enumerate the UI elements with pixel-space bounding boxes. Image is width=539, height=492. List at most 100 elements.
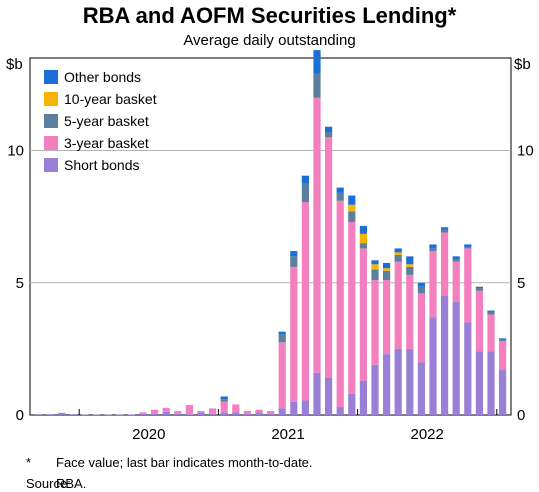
bar-segment	[394, 255, 402, 262]
bar-segment	[69, 414, 77, 415]
chart-subtitle: Average daily outstanding	[183, 32, 356, 49]
bar-segment	[383, 262, 391, 269]
bar-segment	[499, 340, 507, 371]
bar-segment	[348, 393, 356, 415]
bar-segment	[278, 331, 286, 335]
x-tick-label: 2020	[132, 426, 165, 443]
bar-segment	[452, 261, 460, 302]
legend-item: 5-year basket	[44, 110, 157, 132]
bar-segment	[475, 351, 483, 415]
bar-segment	[429, 244, 437, 249]
bar-segment	[336, 200, 344, 408]
bar-segment	[197, 411, 205, 413]
y-axis-unit-left: $b	[6, 56, 23, 73]
bar-segment	[162, 407, 170, 412]
bar-segment	[464, 247, 472, 249]
bar-segment	[452, 256, 460, 259]
bar-segment	[499, 338, 507, 340]
legend-label: Other bonds	[64, 69, 142, 85]
legend: Other bonds 10-year basket 5-year basket 3-…	[44, 66, 157, 176]
bar-segment	[185, 404, 193, 415]
bar-segment	[336, 187, 344, 193]
bar-segment	[174, 411, 182, 414]
bar-segment	[255, 409, 263, 413]
bar-segment	[417, 286, 425, 294]
bar-segment	[371, 364, 379, 415]
bar-segment	[232, 412, 240, 415]
bar-segment	[441, 227, 449, 230]
x-tick-label: 2021	[271, 426, 304, 443]
bar-segment	[429, 317, 437, 415]
bar-segment	[220, 399, 228, 402]
bar-segment	[394, 252, 402, 256]
bar-segment	[371, 260, 379, 265]
bar-segment	[139, 412, 147, 414]
bar-segment	[348, 195, 356, 205]
bar-segment	[301, 183, 309, 203]
y-axis-unit-right: $b	[514, 56, 531, 73]
bar-segment	[278, 334, 286, 343]
bar-segment	[417, 362, 425, 415]
bar-segment	[359, 243, 367, 249]
legend-swatch	[44, 70, 58, 84]
bar-segment	[209, 413, 217, 415]
source-text: RBA.	[56, 476, 87, 491]
bar-segment	[452, 258, 460, 262]
legend-item: Other bonds	[44, 66, 157, 88]
bar-segment	[301, 202, 309, 401]
bar-segment	[394, 248, 402, 253]
footnote-text: Face value; last bar indicates month-to-…	[56, 455, 313, 470]
bar-segment	[185, 414, 193, 415]
bar-segment	[127, 414, 135, 416]
bar-segment	[151, 409, 159, 414]
bar-segment	[290, 401, 298, 415]
source-note: Source:RBA.	[26, 476, 86, 491]
x-tick-label: 2022	[411, 426, 444, 443]
bar-segment	[220, 401, 228, 413]
bar-segment	[58, 412, 66, 415]
bar-segment	[394, 348, 402, 415]
bar-segment	[487, 311, 495, 315]
bar-segment	[197, 412, 205, 415]
bar-segment	[406, 274, 414, 349]
bar-segment	[243, 411, 251, 414]
bar-segment	[325, 132, 333, 138]
bar-segment	[383, 280, 391, 355]
bar-segment	[267, 411, 275, 414]
bar-segment	[267, 413, 275, 415]
bar-segment	[301, 400, 309, 415]
bar-segment	[359, 248, 367, 381]
bar-segment	[359, 233, 367, 244]
bar-segment	[313, 73, 321, 98]
bar-segment	[336, 192, 344, 201]
bar-segment	[290, 251, 298, 257]
bar-segment	[325, 377, 333, 415]
bar-segment	[348, 211, 356, 222]
y-tick-label-right: 0	[517, 407, 525, 424]
chart-title: RBA and AOFM Securities Lending*	[82, 3, 457, 28]
bar-segment	[417, 293, 425, 363]
bar-segment	[348, 204, 356, 212]
bar-segment	[487, 310, 495, 312]
bar-segment	[464, 244, 472, 248]
bar-segment	[81, 414, 89, 416]
bar-segment	[487, 351, 495, 415]
bar-segment	[383, 354, 391, 415]
bar-segment	[499, 370, 507, 415]
bar-segment	[371, 280, 379, 365]
legend-label: 10-year basket	[64, 91, 157, 107]
bar-segment	[464, 322, 472, 415]
legend-swatch	[44, 136, 58, 150]
legend-item: 3-year basket	[44, 132, 157, 154]
bar-segment	[371, 264, 379, 270]
bar-segment	[441, 232, 449, 296]
bar-segment	[174, 413, 182, 415]
bar-segment	[151, 413, 159, 415]
bar-segment	[441, 296, 449, 415]
bar-segment	[325, 137, 333, 378]
bar-segment	[452, 301, 460, 415]
bar-segment	[406, 264, 414, 267]
y-tick-label-left: 5	[16, 275, 24, 292]
legend-swatch	[44, 158, 58, 172]
bar-segment	[394, 261, 402, 349]
